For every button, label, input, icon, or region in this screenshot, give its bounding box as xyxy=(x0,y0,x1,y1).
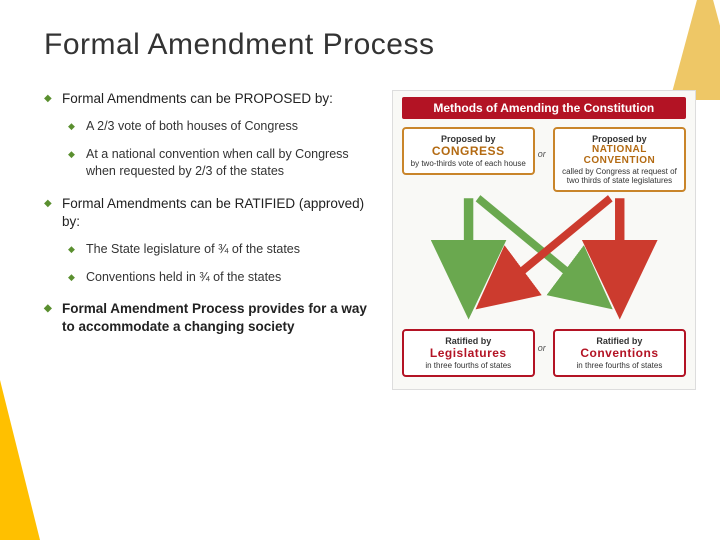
bullet-text: Formal Amendments can be RATIFIED (appro… xyxy=(62,196,364,229)
box-label: Ratified by xyxy=(559,336,680,346)
box-sub: in three fourths of states xyxy=(408,361,529,370)
box-ratified-conventions: Ratified by Conventions in three fourths… xyxy=(553,329,686,377)
decor-triangle-left xyxy=(0,380,40,540)
box-title: Conventions xyxy=(559,346,680,360)
decor-triangle-right xyxy=(670,0,720,100)
box-sub: in three fourths of states xyxy=(559,361,680,370)
sub-bullet: A 2/3 vote of both houses of Congress xyxy=(68,118,374,136)
slide-title: Formal Amendment Process xyxy=(44,28,696,62)
box-label: Ratified by xyxy=(408,336,529,346)
slide: Formal Amendment Process Formal Amendmen… xyxy=(0,0,720,540)
text-column: Formal Amendments can be PROPOSED by: A … xyxy=(44,90,374,390)
bullet-ratified: Formal Amendments can be RATIFIED (appro… xyxy=(44,195,374,286)
diagram-column: Methods of Amending the Constitution Pro… xyxy=(392,90,696,390)
sub-bullet: Conventions held in ¾ of the states xyxy=(68,269,374,287)
bullet-summary: Formal Amendment Process provides for a … xyxy=(44,300,374,336)
sub-bullet: The State legislature of ¾ of the states xyxy=(68,241,374,259)
bullet-list: Formal Amendments can be PROPOSED by: A … xyxy=(44,90,374,337)
bullet-text: Formal Amendments can be PROPOSED by: xyxy=(62,91,333,106)
sub-bullet: At a national convention when call by Co… xyxy=(68,146,374,181)
box-ratified-legislatures: Ratified by Legislatures in three fourth… xyxy=(402,329,535,377)
or-label-bottom: or xyxy=(538,343,546,353)
box-title: Legislatures xyxy=(408,346,529,360)
content-columns: Formal Amendments can be PROPOSED by: A … xyxy=(44,90,696,390)
amendment-diagram: Methods of Amending the Constitution Pro… xyxy=(392,90,696,390)
bullet-proposed: Formal Amendments can be PROPOSED by: A … xyxy=(44,90,374,181)
